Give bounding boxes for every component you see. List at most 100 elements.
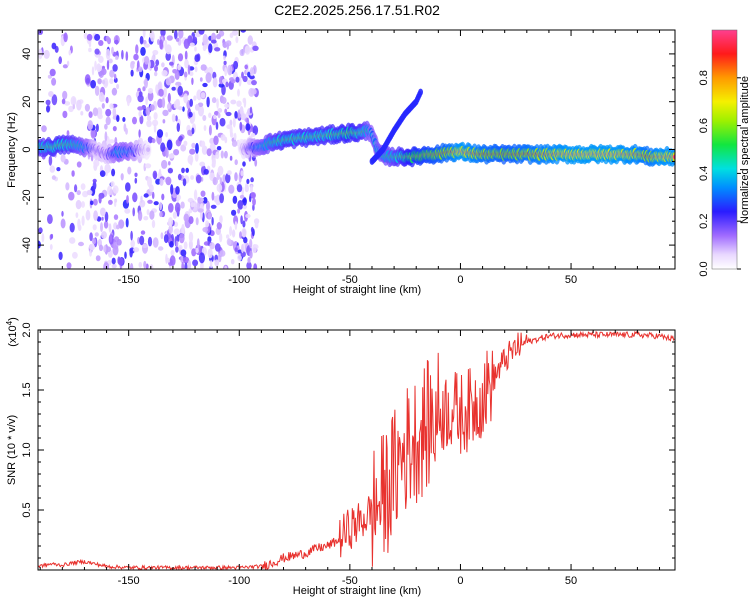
noise-speckle [202,227,208,233]
noise-speckle [94,33,101,41]
noise-speckle [249,250,253,259]
noise-speckle [111,87,118,96]
noise-speckle [224,265,228,269]
noise-speckle [47,74,53,79]
noise-speckle [68,105,74,113]
noise-speckle [101,68,107,76]
noise-speckle [206,200,210,212]
colorbar: 0.0 0.2 0.4 0.6 0.8 Normalized spectral ampl… [698,29,750,277]
noise-speckle [149,184,154,193]
colorbar-tick-label: 0.2 [698,214,710,229]
noise-speckle [116,83,120,90]
noise-speckle [161,97,166,109]
noise-speckle [144,55,150,65]
noise-speckle [111,257,116,265]
noise-speckle [183,38,190,49]
noise-speckle [194,152,199,162]
noise-speckle [80,183,86,191]
noise-speckle [202,197,208,204]
noise-speckle [169,241,174,248]
noise-speckle [202,82,208,88]
noise-speckle [154,71,158,77]
noise-speckle [215,121,219,130]
x-tick-label: -150 [118,575,140,587]
x-tick-label: 0 [457,274,463,286]
noise-speckle [182,178,187,187]
noise-speckle [92,181,97,190]
x-tick-label: 50 [565,575,577,587]
noise-speckle [231,229,236,238]
noise-speckle [215,200,220,206]
noise-speckle [100,222,103,233]
colorbar-label: Normalized spectral amplitude [739,76,750,224]
noise-speckle [151,191,155,199]
noise-speckle [149,210,155,220]
noise-speckle [98,55,104,64]
noise-speckle [149,264,154,269]
noise-speckle [184,262,188,269]
noise-speckle [159,39,164,50]
noise-speckle [103,245,107,253]
noise-speckle [104,163,111,174]
noise-speckle [165,77,172,86]
noise-speckle [69,222,75,233]
noise-speckle [193,95,197,101]
noise-speckle [216,33,221,40]
noise-speckle [208,124,212,136]
noise-speckle [252,125,259,136]
noise-speckle [109,189,114,196]
noise-speckle [187,129,192,136]
noise-speckle [236,100,242,107]
noise-speckle [64,101,71,106]
snr-y-multiplier-exponent: 4 [5,320,14,325]
noise-speckle [92,237,96,245]
noise-speckle [144,78,148,89]
noise-speckle [233,132,237,141]
noise-speckle [213,135,219,146]
noise-speckle [247,257,251,264]
noise-speckle [104,131,108,142]
noise-speckle [160,142,166,152]
noise-speckle [122,117,126,122]
snr-panel: -150 -100 -50 0 50 0.5 1.0 1.5 2.0 Height of st… [5,317,676,597]
noise-speckle [104,211,109,222]
noise-speckle [65,182,70,191]
noise-speckle [167,167,173,174]
noise-speckle [41,125,47,133]
noise-speckle [98,91,105,103]
noise-speckle [163,234,169,244]
noise-speckle [162,119,166,124]
noise-speckle [187,197,194,203]
noise-speckle [140,230,146,235]
noise-speckle [240,215,243,225]
spectrogram-y-ticks: -40 -20 0 20 40 [21,41,675,258]
noise-speckle [166,35,173,41]
noise-speckle [60,218,66,229]
colorbar-gradient [711,29,738,270]
noise-speckle [75,199,82,210]
noise-speckle [153,112,158,120]
noise-speckle [211,191,215,201]
x-tick-label: 0 [457,575,463,587]
noise-speckle [130,69,134,77]
noise-speckle [72,251,78,259]
noise-speckle [240,113,246,121]
noise-speckle [102,79,105,85]
noise-speckle [252,45,259,51]
noise-speckle [81,201,85,208]
noise-speckle [184,59,189,69]
noise-speckle [139,115,144,125]
noise-speckle [213,114,217,120]
y-tick-label: 1.5 [21,382,33,397]
noise-speckle [140,195,143,203]
noise-speckle [185,167,189,173]
noise-speckle [226,238,232,246]
noise-speckle [105,108,112,117]
noise-speckle [200,92,206,99]
noise-speckle [76,161,82,168]
noise-speckle [146,115,152,122]
snr-y-multiplier-base: (x10 [7,325,19,346]
noise-speckle [168,153,175,159]
noise-speckle [164,39,168,51]
